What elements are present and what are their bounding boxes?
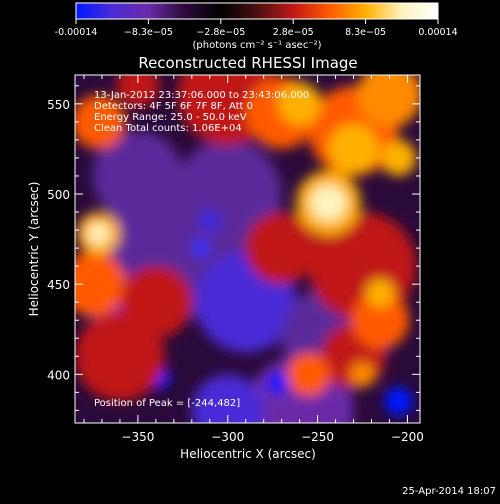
heatmap-blob bbox=[191, 239, 210, 258]
heatmap-blob bbox=[357, 75, 420, 128]
axes: −350 −300 −250 −200 400 450 500 550 bbox=[47, 75, 424, 444]
y-tick-label: 450 bbox=[47, 278, 70, 292]
x-tick-label: −350 bbox=[121, 430, 154, 444]
y-tick-label: 550 bbox=[47, 98, 70, 112]
colorbar bbox=[75, 2, 439, 20]
x-tick-label: −250 bbox=[301, 430, 334, 444]
y-tick-label: 400 bbox=[47, 368, 70, 382]
peak-position-label: Position of Peak = [-244,482] bbox=[94, 398, 240, 409]
colorbar-tick-label: −2.8e−05 bbox=[196, 27, 245, 38]
heatmap-blob bbox=[349, 361, 376, 387]
annotation-detectors: Detectors: 4F 5F 6F 7F 8F, Att 0 bbox=[94, 101, 253, 112]
chart-title: Reconstructed RHESSI Image bbox=[138, 54, 357, 72]
y-axis-label: Heliocentric Y (arcsec) bbox=[27, 182, 41, 317]
heatmap-blob bbox=[384, 386, 413, 416]
heatmap-blob bbox=[310, 185, 347, 221]
heatmap-blob bbox=[87, 222, 110, 245]
heatmap-blob bbox=[366, 278, 395, 308]
heatmap-blob bbox=[198, 210, 221, 232]
heatmap-blob bbox=[191, 374, 264, 423]
heatmap-blob bbox=[328, 123, 379, 175]
heatmap-blob bbox=[245, 212, 318, 285]
heatmap-blob bbox=[119, 266, 192, 339]
y-tick-label: 500 bbox=[47, 188, 70, 202]
colorbar-tick-label: −8.3e−05 bbox=[124, 27, 173, 38]
annotation-energy-range: Energy Range: 25.0 - 50.0 keV bbox=[94, 112, 247, 123]
heatmap-blob bbox=[92, 131, 183, 221]
colorbar-tick-label: -0.00014 bbox=[55, 27, 98, 38]
annotation-clean-counts: Clean Total counts: 1.06E+04 bbox=[94, 123, 242, 134]
plot-frame bbox=[74, 74, 421, 424]
x-axis-label: Heliocentric X (arcsec) bbox=[180, 447, 316, 461]
heatmap-blob bbox=[267, 372, 289, 395]
heatmap-blob bbox=[75, 251, 126, 317]
colorbar-unit-label: (photons cm⁻² s⁻¹ asec⁻²) bbox=[192, 40, 321, 51]
colorbar-tick-label: 2.8e−05 bbox=[273, 27, 314, 38]
heatmap-blob bbox=[75, 94, 126, 149]
heatmap-blob bbox=[278, 82, 322, 126]
colorbar-tick-label: 8.3e−05 bbox=[345, 27, 386, 38]
heatmap-blob bbox=[116, 75, 160, 108]
footer-timestamp: 25-Apr-2014 18:07 bbox=[402, 486, 496, 497]
heatmap bbox=[75, 75, 420, 423]
colorbar-tick-label: 0.00014 bbox=[418, 27, 457, 38]
x-tick-label: −300 bbox=[211, 430, 244, 444]
heatmap-blob bbox=[380, 139, 417, 176]
x-tick-label: −200 bbox=[391, 430, 424, 444]
colorbar-ticks: -0.00014 −8.3e−05 −2.8e−05 2.8e−05 8.3e−05 0.… bbox=[55, 19, 458, 38]
heatmap-blob bbox=[287, 352, 331, 396]
heatmap-blob bbox=[351, 291, 410, 349]
annotation-time-range: 13-Jan-2012 23:37:06.000 to 23:43:06.000 bbox=[94, 90, 309, 101]
